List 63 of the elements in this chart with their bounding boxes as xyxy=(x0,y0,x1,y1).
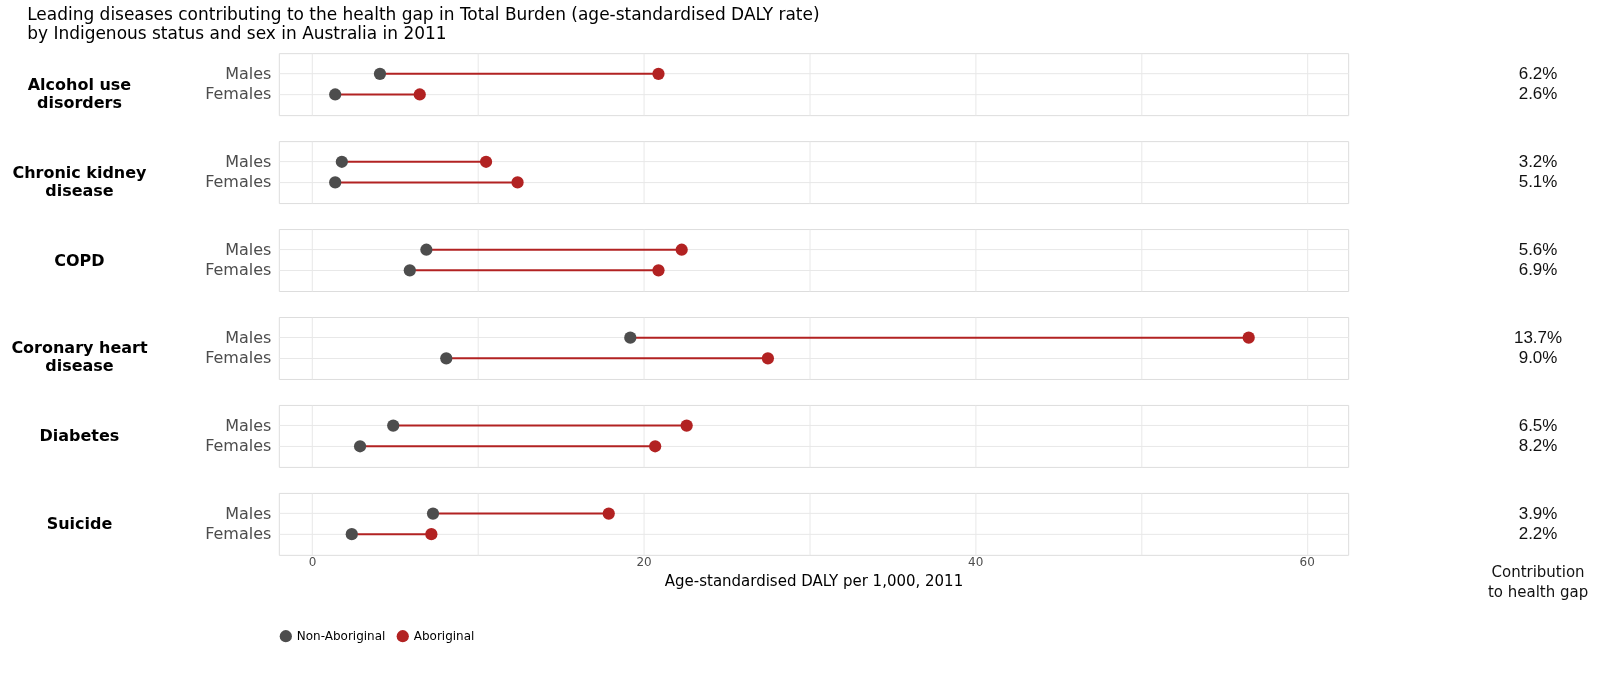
y-axis-title: Coronary heart disease xyxy=(11,338,148,376)
text: Contribution to health gap xyxy=(1487,562,1589,601)
point xyxy=(387,419,400,432)
point xyxy=(425,528,438,541)
y-tick-label: Females xyxy=(205,524,272,544)
point xyxy=(353,440,367,453)
text: 5.6% xyxy=(1518,239,1558,259)
point xyxy=(403,264,416,277)
point xyxy=(345,528,358,541)
text: 5.1% xyxy=(1518,172,1558,192)
x-tick-label: 60 xyxy=(1299,555,1315,570)
x-axis-title: Age-standardised DALY per 1,000, 2011 xyxy=(664,572,964,591)
point xyxy=(1242,331,1255,344)
point xyxy=(373,67,387,80)
text: 6.2% xyxy=(1518,63,1558,83)
y-tick-label: Males xyxy=(225,327,272,347)
point xyxy=(479,155,493,168)
point xyxy=(761,352,775,365)
text: 6.5% xyxy=(1518,415,1558,435)
y-tick-label: Females xyxy=(205,84,272,104)
y-tick-label: Females xyxy=(205,172,272,192)
y-tick-label: Males xyxy=(225,239,272,259)
y-axis-title: Alcohol use disorders xyxy=(27,74,132,112)
point xyxy=(652,264,665,277)
point xyxy=(413,88,426,101)
point xyxy=(335,155,348,168)
text: 2.6% xyxy=(1518,84,1558,104)
y-tick-label: Females xyxy=(205,436,272,456)
text: 9.0% xyxy=(1518,348,1558,368)
point xyxy=(649,440,662,453)
point xyxy=(329,88,342,101)
point xyxy=(440,352,453,365)
text: 8.2% xyxy=(1518,436,1558,456)
x-tick-label: 0 xyxy=(308,555,317,570)
chart-title: Leading diseases contributing to the health gap in Total Burden (age-standardised DALY rate) by Indigenous status and sex in Australia in 2011 xyxy=(27,4,820,44)
text: 6.9% xyxy=(1518,260,1558,280)
x-tick-label: 40 xyxy=(968,555,984,570)
point xyxy=(624,331,637,344)
point xyxy=(426,507,440,520)
text: 3.2% xyxy=(1518,151,1558,171)
point xyxy=(420,243,433,256)
x-tick-label: 20 xyxy=(636,555,652,570)
point xyxy=(511,176,524,189)
y-tick-label: Males xyxy=(225,63,272,83)
text: 13.7% xyxy=(1513,327,1563,347)
y-tick-label: Females xyxy=(205,348,272,368)
y-tick-label: Males xyxy=(225,503,272,523)
y-axis-title: Chronic kidney disease xyxy=(12,162,148,200)
text: 3.9% xyxy=(1518,503,1558,523)
point xyxy=(675,243,688,256)
text: 2.2% xyxy=(1518,524,1558,544)
y-axis-title: COPD xyxy=(54,250,105,270)
point xyxy=(329,176,342,189)
y-tick-label: Females xyxy=(205,260,272,280)
y-axis-title: Diabetes xyxy=(39,426,120,446)
point xyxy=(602,507,615,520)
legend-label: Aboriginal xyxy=(413,629,475,644)
y-axis-title: Suicide xyxy=(46,514,113,534)
y-tick-label: Males xyxy=(225,151,272,171)
y-tick-label: Males xyxy=(225,415,272,435)
legend-label: Non-Aboriginal xyxy=(296,629,386,644)
point xyxy=(652,67,665,80)
point xyxy=(680,419,693,432)
